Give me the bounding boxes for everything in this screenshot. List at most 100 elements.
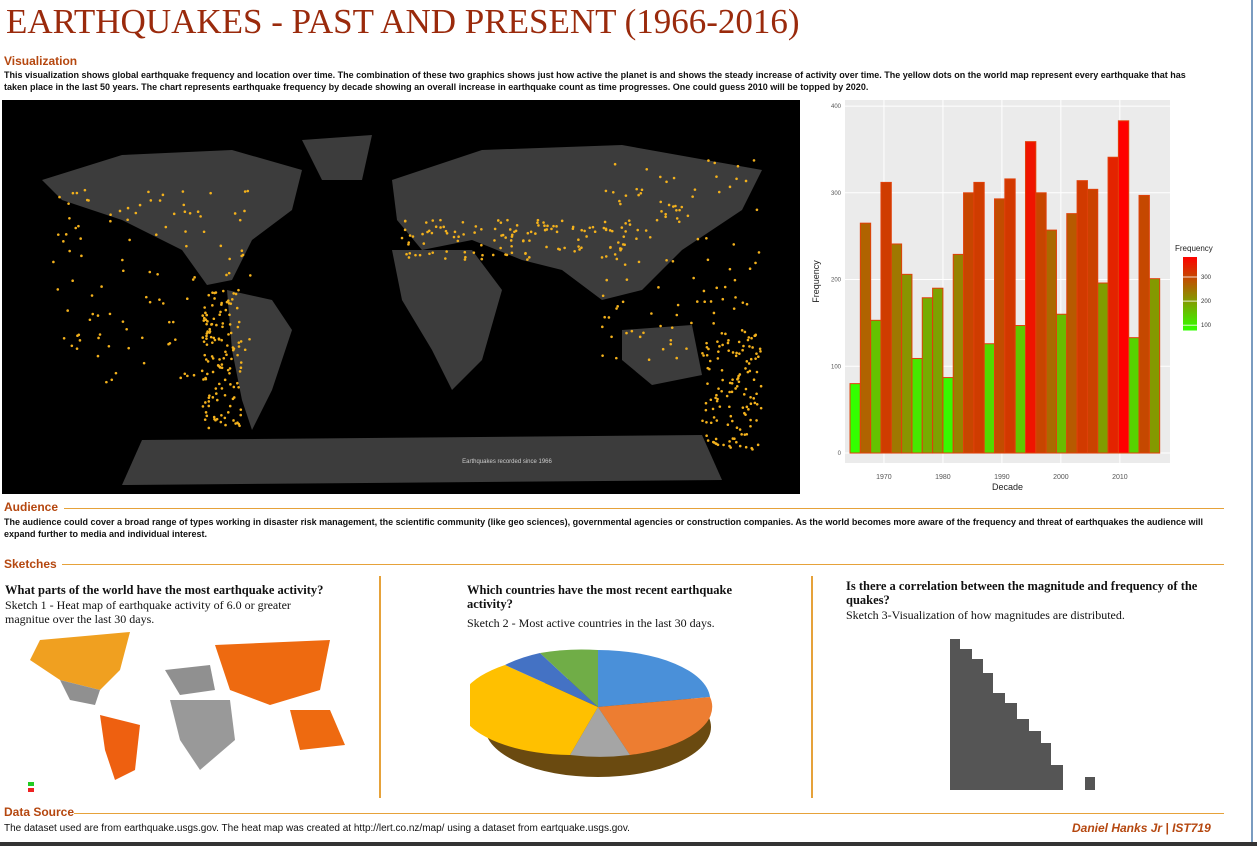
- quake-dot: [759, 350, 762, 353]
- quake-dot: [755, 352, 758, 355]
- quake-dot: [140, 336, 144, 340]
- quake-dot: [750, 336, 753, 340]
- quake-dot: [665, 258, 668, 262]
- quake-dot: [75, 191, 79, 195]
- quake-dot: [400, 236, 404, 240]
- quake-dot: [205, 337, 208, 340]
- quake-dot: [510, 251, 514, 255]
- quake-dot: [743, 330, 747, 334]
- quake-dot: [704, 401, 708, 405]
- quake-dot: [714, 396, 717, 400]
- quake-dot: [555, 230, 559, 234]
- colorbar-step: [1183, 271, 1197, 274]
- section-text: The audience could cover a broad range o…: [4, 517, 1203, 539]
- sketch-caption: Sketch 3-Visualization of how magnitudes…: [846, 608, 1125, 622]
- quake-dot: [706, 382, 709, 385]
- quake-dot: [231, 397, 235, 401]
- quake-dot: [209, 191, 212, 195]
- quake-dot: [236, 381, 239, 385]
- quake-dot: [199, 215, 202, 218]
- quake-dot: [114, 371, 118, 375]
- quake-dot: [625, 278, 629, 281]
- quake-dot: [200, 369, 204, 373]
- quake-dot: [657, 286, 660, 289]
- quake-dot: [439, 218, 442, 222]
- quake-dot: [207, 404, 211, 408]
- quake-dot: [205, 343, 209, 346]
- quake-dot: [126, 206, 130, 210]
- bar: [1014, 325, 1026, 454]
- quake-dot: [144, 295, 148, 299]
- quake-dot: [219, 420, 223, 424]
- bar: [952, 253, 965, 454]
- quake-dot: [445, 250, 448, 253]
- quake-dot: [205, 414, 209, 418]
- quake-dot: [56, 288, 60, 291]
- quake-dot: [232, 385, 236, 389]
- quake-dot: [728, 405, 731, 409]
- quake-dot: [424, 221, 428, 224]
- quake-dot: [202, 316, 206, 320]
- quake-dot: [239, 408, 243, 411]
- quake-dot: [211, 291, 214, 294]
- quake-dot: [504, 253, 507, 256]
- quake-dot: [696, 237, 700, 241]
- quake-dot: [418, 253, 422, 257]
- quake-dot: [246, 189, 250, 193]
- colorbar-step: [1183, 267, 1197, 271]
- quake-dot: [234, 292, 238, 296]
- section-heading: Sketches: [4, 557, 57, 571]
- quake-dot: [213, 297, 216, 300]
- quake-dot: [603, 220, 607, 224]
- quake-dot: [648, 235, 652, 239]
- quake-dot: [560, 219, 564, 223]
- quake-dot: [675, 356, 679, 360]
- quake-dot: [577, 238, 580, 242]
- quake-dot: [642, 331, 645, 335]
- sketch-question: What parts of the world have the most ea…: [5, 583, 324, 597]
- quake-dot: [472, 251, 476, 254]
- quake-dot: [430, 231, 434, 235]
- x-tick-label: 2010: [1112, 474, 1128, 481]
- quake-dot: [727, 349, 731, 352]
- x-tick-label: 1980: [935, 474, 951, 481]
- quake-dot: [237, 422, 241, 426]
- quake-dot: [740, 433, 743, 436]
- quake-dot: [480, 257, 484, 261]
- quake-dot: [675, 208, 678, 212]
- bar: [994, 198, 1006, 454]
- quake-dot: [709, 398, 713, 402]
- quake-dot: [220, 303, 223, 306]
- quake-dot: [215, 398, 219, 402]
- quake-dot: [737, 340, 741, 344]
- bar: [901, 273, 913, 454]
- quake-dot: [421, 232, 424, 236]
- section-rule: [64, 508, 1224, 509]
- quake-dot: [704, 408, 708, 412]
- frame: [1251, 0, 1253, 846]
- quake-dot: [233, 212, 237, 215]
- quake-dot: [744, 387, 748, 391]
- colorbar-step: [1183, 298, 1197, 302]
- quake-dot: [208, 330, 212, 333]
- quake-dot: [613, 162, 617, 166]
- quake-dot: [526, 258, 529, 261]
- quake-dot: [702, 289, 706, 293]
- x-axis-title: Decade: [992, 482, 1023, 492]
- y-tick-label: 100: [831, 364, 842, 370]
- quake-dot: [740, 329, 744, 332]
- bar: [1107, 156, 1119, 454]
- quake-dot: [711, 440, 715, 444]
- section-heading: Visualization: [4, 54, 78, 68]
- quake-dot: [203, 306, 206, 309]
- quake-dot: [615, 356, 618, 360]
- quake-dot: [671, 259, 675, 263]
- quake-dot: [746, 338, 750, 342]
- quake-dot: [526, 231, 530, 235]
- quake-dot: [127, 346, 130, 350]
- quake-dot: [753, 334, 757, 337]
- quake-dot: [557, 247, 560, 251]
- quake-dot: [613, 253, 617, 256]
- quake-dot: [534, 232, 537, 235]
- quake-dot: [68, 249, 71, 253]
